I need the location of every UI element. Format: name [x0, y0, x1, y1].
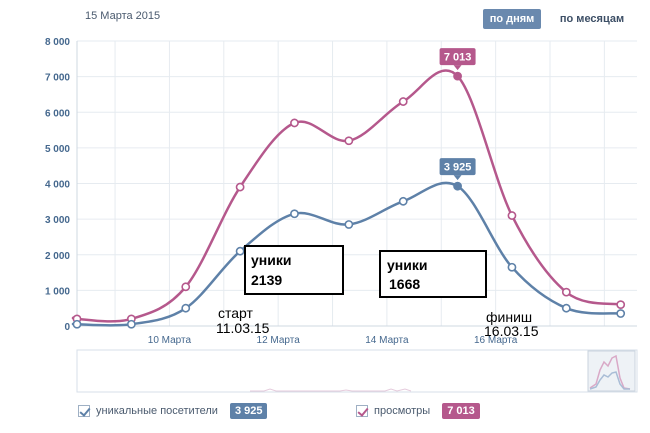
y-tick-label: 0 — [64, 322, 70, 333]
finish-date: 16.03.15 — [484, 323, 539, 339]
legend-views[interactable]: просмотры 7 013 — [356, 403, 480, 419]
views-point — [616, 300, 626, 310]
series-lines — [71, 69, 626, 329]
views-point — [453, 71, 462, 81]
annotation-box-1-value: 2139 — [251, 272, 282, 288]
navigator-panel[interactable] — [76, 349, 638, 393]
navigator-views-line — [589, 354, 631, 390]
y-tick-label: 6 000 — [45, 108, 70, 119]
y-tick-label: 3 000 — [45, 215, 70, 226]
x-axis: 10 Марта 12 Марта 14 Марта 16 Марта — [148, 335, 518, 346]
x-tick-label: 10 Марта — [148, 335, 192, 346]
visitors-point — [181, 303, 191, 313]
visitors-point — [616, 309, 626, 318]
peak-label-pointer — [453, 65, 462, 71]
by-days-button[interactable]: по дням — [483, 9, 541, 29]
views-point — [344, 136, 354, 146]
y-tick-label: 7 000 — [45, 73, 70, 84]
annotation-box-2-value: 1668 — [389, 276, 420, 292]
peak-labels: 3 925 7 013 — [439, 48, 476, 181]
annotation-box-2 — [379, 250, 487, 298]
date-label: 15 Марта 2015 — [85, 10, 161, 22]
visitors-point — [72, 319, 82, 329]
y-axis: 0 1 000 2 000 3 000 4 000 5 000 6 000 7 000 8 00… — [45, 37, 70, 333]
legend-visitors-label: уникальные посетители — [96, 405, 218, 417]
views-point — [235, 182, 245, 192]
visitors-point — [561, 303, 571, 313]
legend-views-badge: 7 013 — [442, 403, 480, 419]
visitors-point — [235, 246, 245, 256]
x-tick-label: 16 Марта — [474, 335, 518, 346]
annotation-box-2-title: уники — [387, 257, 427, 273]
visitors-point — [126, 319, 136, 329]
legend-visitors[interactable]: уникальные посетители 3 925 — [78, 403, 268, 419]
annotation-box-1-title: уники — [251, 252, 291, 268]
legend-views-label: просмотры — [374, 405, 431, 417]
y-tick-label: 4 000 — [45, 180, 70, 191]
visitors-checkbox[interactable] — [78, 405, 90, 417]
legend-visitors-badge: 3 925 — [229, 403, 268, 419]
navigator-small-bumps — [250, 388, 412, 392]
peak-label-bg — [439, 158, 476, 176]
visitors-point — [453, 181, 462, 191]
by-months-button[interactable]: по месяцам — [559, 13, 625, 25]
visitors-point — [507, 262, 517, 272]
views-line — [71, 69, 621, 323]
views-point — [561, 287, 571, 297]
views-checkbox[interactable] — [356, 405, 368, 417]
y-tick-label: 1 000 — [45, 286, 70, 297]
visitors-point — [290, 209, 299, 219]
x-tick-label: 14 Марта — [365, 335, 409, 346]
navigator-visitors-line — [589, 371, 630, 390]
annotation-box-1 — [244, 245, 344, 295]
visitors-point — [344, 220, 354, 229]
y-tick-label: 2 000 — [45, 251, 70, 262]
y-tick-label: 8 000 — [45, 37, 70, 48]
chart-grid — [76, 40, 637, 327]
peak-label-text: 7 013 — [444, 52, 472, 64]
y-tick-label: 5 000 — [45, 144, 70, 155]
visitors-point — [398, 196, 408, 206]
views-point — [507, 211, 517, 220]
views-point — [290, 118, 299, 128]
finish-label: финиш — [486, 309, 532, 325]
views-point — [398, 97, 408, 106]
visitors-line — [71, 181, 621, 327]
peak-label-bg — [439, 48, 476, 66]
views-point — [181, 282, 191, 292]
start-label: старт — [218, 305, 254, 321]
x-tick-label: 12 Марта — [257, 335, 301, 346]
peak-label-pointer — [453, 175, 462, 181]
peak-label-text: 3 925 — [444, 162, 472, 174]
start-date: 11.03.15 — [216, 320, 270, 336]
